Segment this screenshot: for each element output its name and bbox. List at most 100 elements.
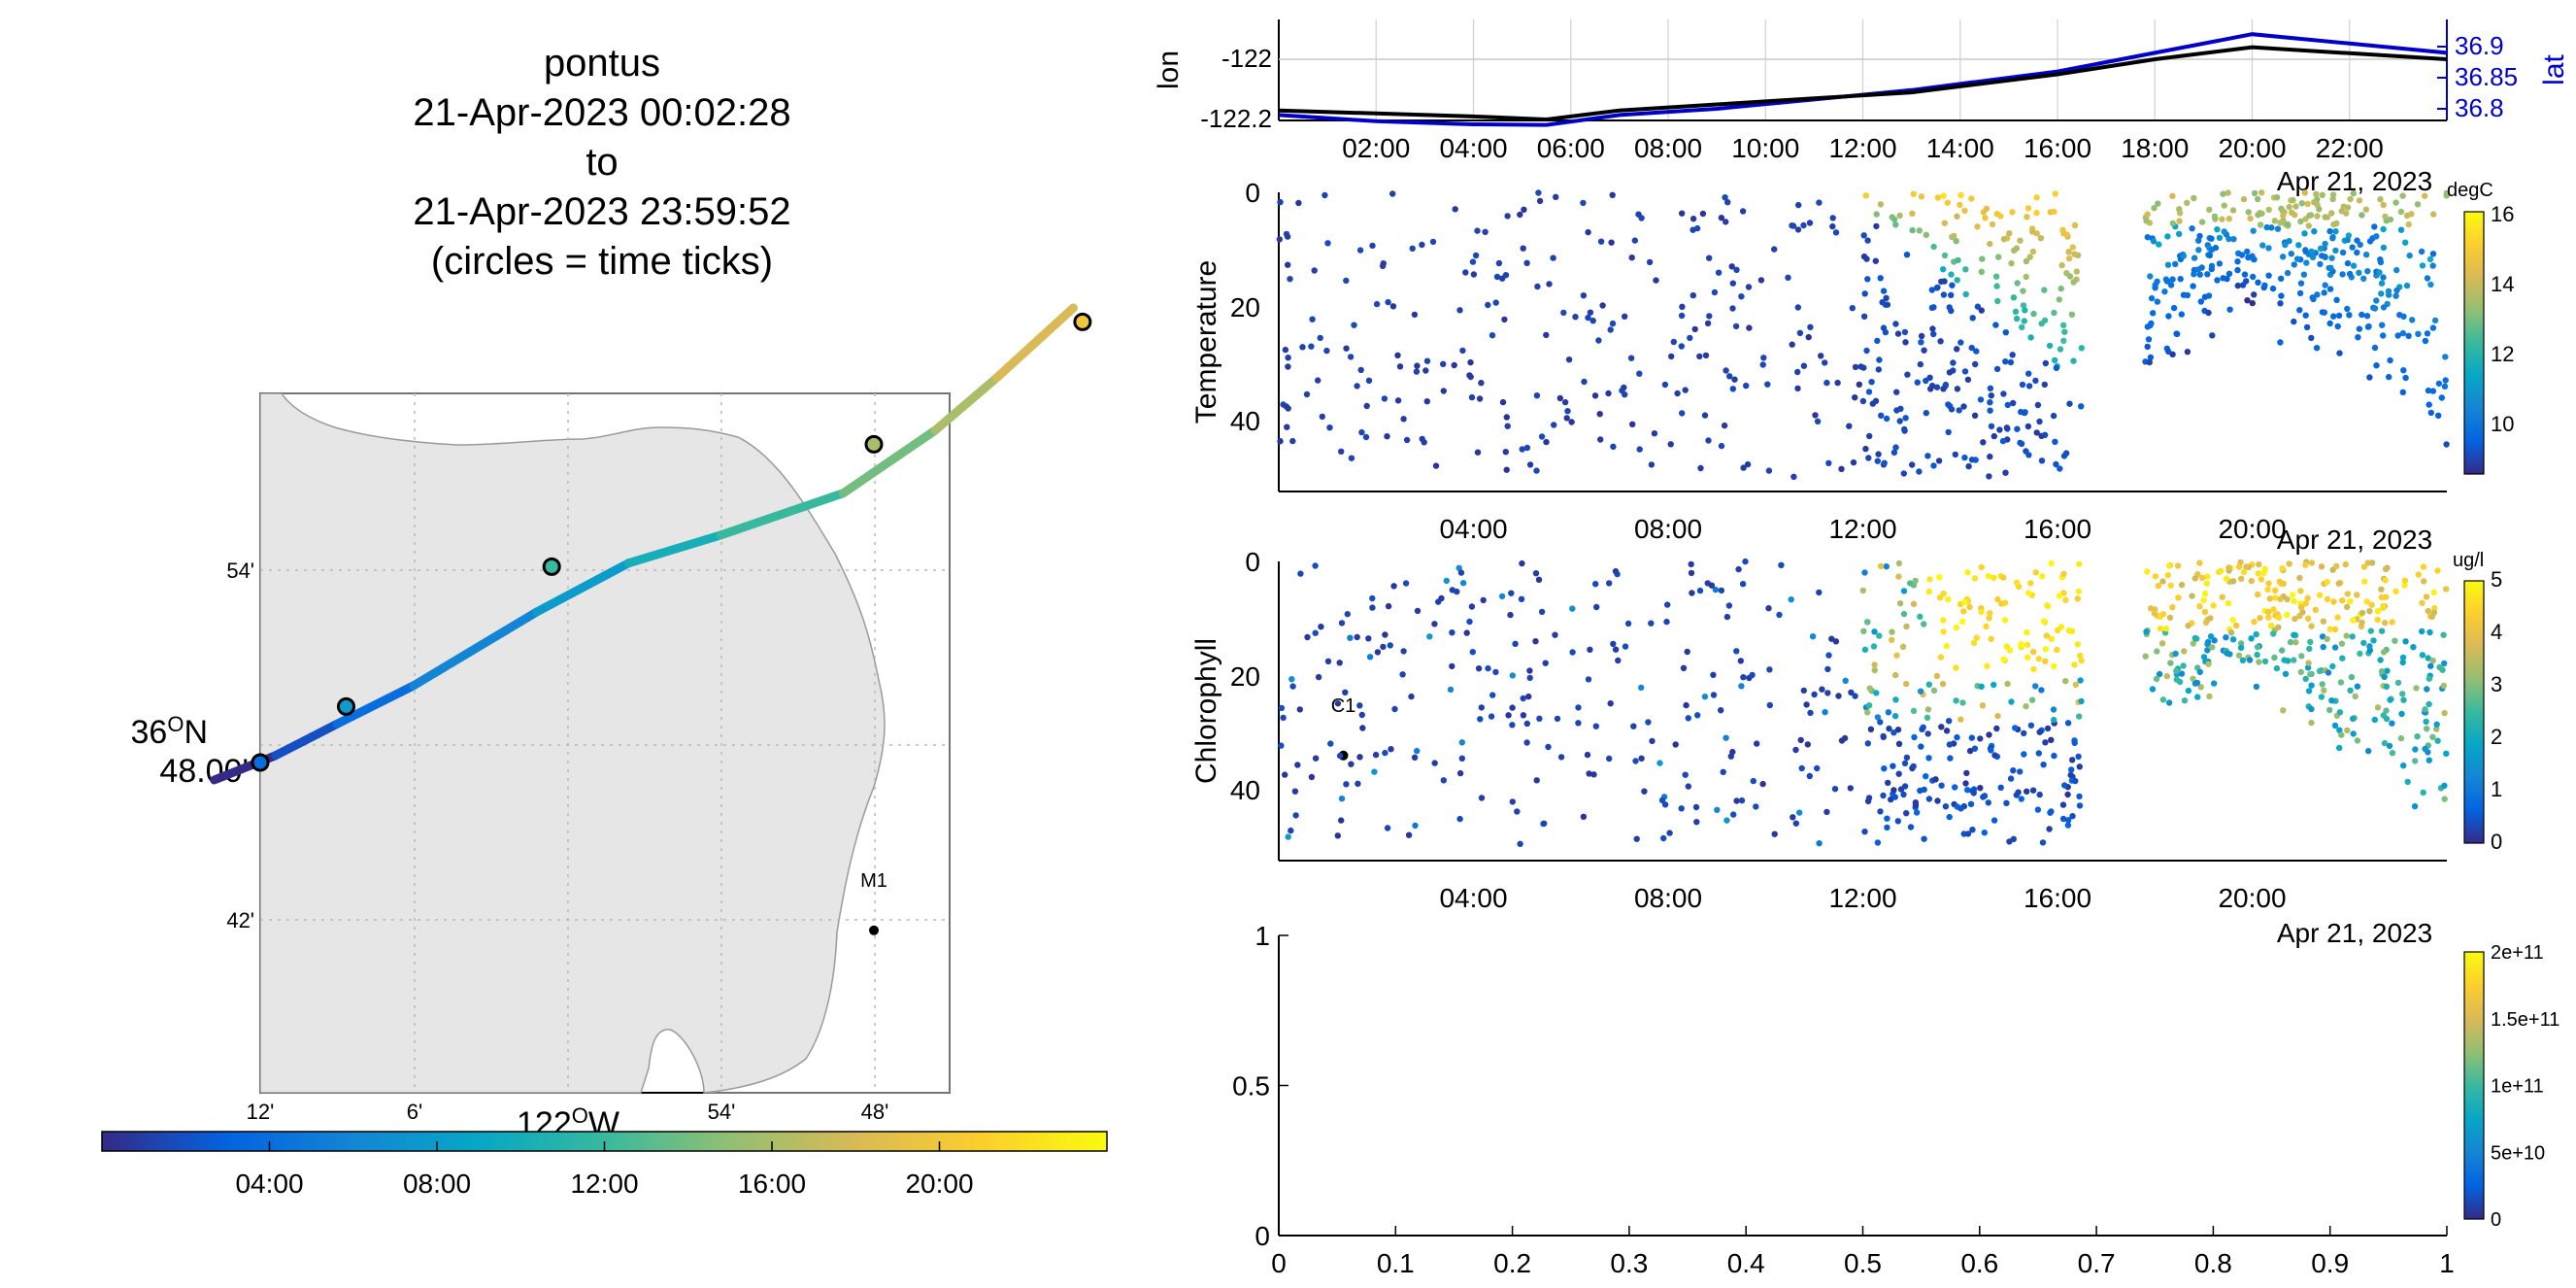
data-point	[1991, 432, 1997, 440]
data-point	[2419, 652, 2426, 659]
data-point	[2277, 220, 2284, 226]
data-point	[1468, 603, 1476, 610]
data-point	[2433, 721, 2440, 728]
data-point	[2204, 271, 2211, 278]
data-point	[1911, 733, 1918, 741]
track-segment	[838, 425, 940, 498]
data-point	[2057, 624, 2065, 630]
data-point	[1452, 206, 1458, 213]
data-point	[1580, 813, 1588, 820]
data-point	[2071, 661, 2078, 668]
data-point	[1692, 803, 1700, 811]
data-point	[1925, 796, 1933, 802]
data-point	[1765, 605, 1772, 612]
data-point	[2410, 644, 2417, 651]
data-point	[1886, 725, 1892, 732]
data-point	[2057, 285, 2064, 292]
data-point	[1575, 704, 1582, 711]
data-point	[1440, 360, 1447, 367]
data-point	[2349, 633, 2356, 640]
data-point	[2038, 458, 2046, 464]
temp-date-label: Apr 21, 2023	[2277, 525, 2432, 555]
data-point	[2414, 733, 2421, 740]
data-point	[2051, 309, 2057, 317]
data-point	[1682, 387, 1689, 393]
data-point	[2288, 209, 2295, 217]
pos-xtick-label: 10:00	[1731, 133, 1799, 163]
data-point	[2431, 317, 2439, 324]
data-point	[1723, 367, 1729, 374]
data-point	[1948, 271, 1955, 278]
temp-ylabel: Temperature	[1190, 260, 1222, 424]
data-point	[1919, 726, 1925, 732]
data-point	[2248, 635, 2255, 642]
data-point	[2382, 565, 2390, 573]
data-point	[2234, 258, 2241, 265]
data-point	[2320, 618, 2327, 625]
data-point	[1557, 754, 1565, 761]
data-point	[1710, 671, 1717, 678]
data-point	[1721, 422, 1728, 429]
data-point	[2196, 603, 2203, 610]
data-point	[1923, 773, 1929, 780]
data-point	[1672, 741, 1679, 748]
data-point	[1277, 438, 1284, 445]
data-point	[1966, 747, 1974, 755]
data-point	[2265, 272, 2272, 279]
data-point	[2378, 280, 2386, 287]
data-point	[1714, 806, 1721, 813]
map-lat-tick-54: 54'	[226, 559, 254, 583]
data-point	[1678, 343, 1686, 350]
temp-cbar-16: 16	[2491, 202, 2514, 226]
data-point	[2430, 211, 2437, 218]
data-point	[2303, 259, 2310, 266]
pos-rtick-36-8: 36.8	[2455, 93, 2504, 122]
data-point	[1400, 648, 1407, 655]
data-point	[1988, 747, 1994, 754]
data-point	[1901, 760, 1909, 766]
data-point	[2002, 358, 2009, 365]
data-point	[1848, 689, 1855, 696]
data-point	[1726, 373, 1733, 380]
data-point	[1299, 344, 1306, 351]
data-point	[2042, 739, 2049, 746]
data-point	[2441, 709, 2448, 717]
data-point	[1890, 763, 1896, 769]
data-point	[1411, 311, 1419, 319]
data-point	[1934, 284, 1941, 291]
data-point	[2030, 665, 2037, 673]
data-point	[1816, 199, 1823, 206]
data-point	[2053, 460, 2059, 468]
data-point	[2380, 225, 2387, 233]
data-point	[2354, 683, 2361, 690]
data-point	[2149, 686, 2157, 693]
data-point	[2033, 209, 2040, 217]
data-point	[1916, 227, 1924, 234]
data-point	[1967, 800, 1975, 807]
data-point	[2326, 320, 2333, 327]
data-point	[1916, 468, 1923, 475]
data-point	[2152, 285, 2158, 291]
data-point	[1683, 701, 1689, 709]
data-point	[1318, 624, 1324, 630]
data-point	[2380, 332, 2387, 339]
data-point	[2293, 255, 2301, 262]
data-point	[1743, 382, 1750, 390]
data-point	[1838, 465, 1845, 472]
data-point	[2198, 219, 2206, 225]
data-point	[1891, 713, 1899, 720]
data-point	[2025, 383, 2033, 390]
data-point	[1610, 640, 1617, 648]
data-point	[1359, 725, 1366, 731]
data-point	[1917, 688, 1924, 695]
data-point	[1925, 588, 1932, 595]
data-point	[2365, 322, 2372, 330]
data-point	[1649, 737, 1656, 745]
data-point	[1812, 412, 1819, 419]
data-point	[1892, 444, 1899, 451]
data-point	[2280, 212, 2287, 220]
data-point	[1874, 714, 1882, 721]
data-point	[2275, 614, 2283, 621]
data-point	[2024, 214, 2030, 220]
data-point	[2336, 350, 2343, 356]
